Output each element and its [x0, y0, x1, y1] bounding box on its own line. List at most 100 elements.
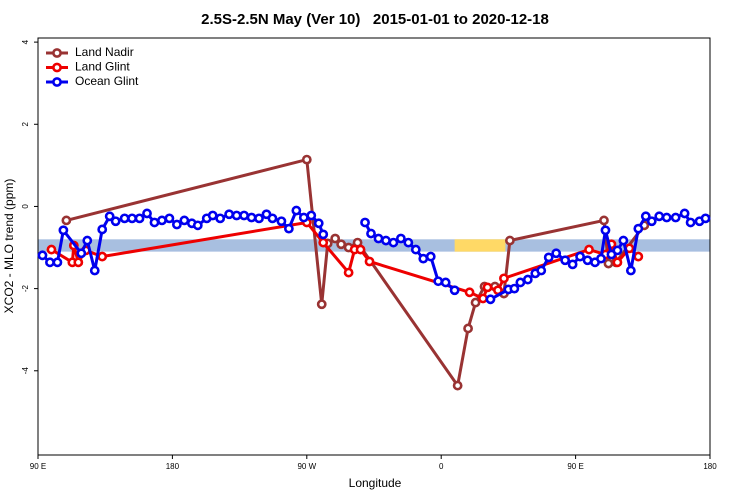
point [600, 225, 611, 236]
point [207, 210, 218, 221]
point [45, 257, 55, 268]
point [119, 213, 130, 224]
point [373, 233, 384, 244]
point [215, 213, 226, 224]
point [410, 244, 421, 255]
band [454, 239, 506, 252]
point [73, 257, 84, 268]
point [612, 245, 623, 256]
point [381, 235, 391, 246]
point [246, 212, 257, 223]
point [551, 248, 562, 259]
point [164, 213, 175, 224]
point [89, 265, 100, 276]
point [254, 213, 264, 224]
point [97, 251, 108, 262]
point [625, 265, 636, 276]
legend-marker [52, 48, 62, 58]
point [301, 154, 312, 165]
legend-marker [52, 77, 62, 87]
point [291, 205, 302, 216]
point [224, 209, 235, 220]
point [679, 208, 690, 219]
point [330, 233, 341, 244]
point [171, 219, 182, 230]
point [395, 233, 406, 244]
point [82, 235, 93, 246]
point [388, 237, 399, 248]
point [485, 294, 496, 305]
point [452, 380, 463, 391]
point [267, 213, 278, 224]
point [336, 239, 347, 250]
point [599, 215, 609, 226]
y-tick-label: 4 [21, 39, 30, 44]
point [52, 257, 63, 268]
y-tick-label: 2 [21, 122, 30, 127]
point [355, 244, 366, 255]
point [575, 251, 585, 262]
point [37, 250, 48, 261]
point [318, 237, 329, 248]
point [283, 223, 294, 234]
point [567, 259, 578, 270]
point [231, 210, 242, 221]
x-tick-label: 180 [166, 462, 180, 471]
point [179, 215, 190, 226]
x-tick-label: 90 E [30, 462, 46, 471]
point [612, 257, 623, 268]
point [425, 251, 436, 262]
point [440, 277, 451, 288]
point [157, 215, 167, 226]
point [670, 212, 681, 223]
legend-marker [52, 62, 62, 73]
point [149, 217, 160, 228]
legend-label: Land Glint [75, 60, 130, 74]
point [640, 211, 651, 222]
point [603, 258, 614, 269]
point [596, 253, 606, 264]
point [536, 265, 547, 276]
point [127, 213, 137, 224]
series-line [66, 157, 646, 390]
point [318, 229, 329, 240]
point [654, 211, 665, 222]
point [509, 283, 520, 294]
point [298, 212, 309, 223]
legend-label: Land Nadir [75, 45, 134, 59]
point [343, 267, 354, 278]
point [110, 216, 121, 227]
point [313, 218, 324, 229]
point [499, 273, 509, 284]
point [76, 248, 87, 259]
x-tick-label: 180 [703, 462, 717, 471]
point [661, 212, 672, 223]
point [418, 253, 429, 264]
point [515, 277, 526, 288]
point [142, 208, 152, 219]
point [364, 256, 375, 267]
legend-label: Ocean Glint [75, 74, 139, 88]
point [134, 213, 145, 224]
point [58, 225, 69, 236]
point [633, 251, 644, 262]
point [366, 228, 376, 239]
point [316, 299, 327, 310]
point [470, 297, 481, 308]
y-axis-label: XCO2 - MLO trend (ppm) [2, 179, 16, 314]
point [685, 217, 696, 228]
point [61, 215, 72, 226]
x-tick-label: 90 E [567, 462, 583, 471]
point [463, 323, 473, 334]
point [104, 211, 115, 222]
point [433, 276, 444, 287]
point [633, 223, 644, 234]
point [522, 274, 533, 285]
point [464, 287, 475, 298]
x-tick-label: 0 [439, 462, 444, 471]
point [646, 216, 657, 227]
y-tick-label: -4 [21, 367, 30, 375]
point [276, 216, 287, 227]
point [449, 285, 460, 296]
